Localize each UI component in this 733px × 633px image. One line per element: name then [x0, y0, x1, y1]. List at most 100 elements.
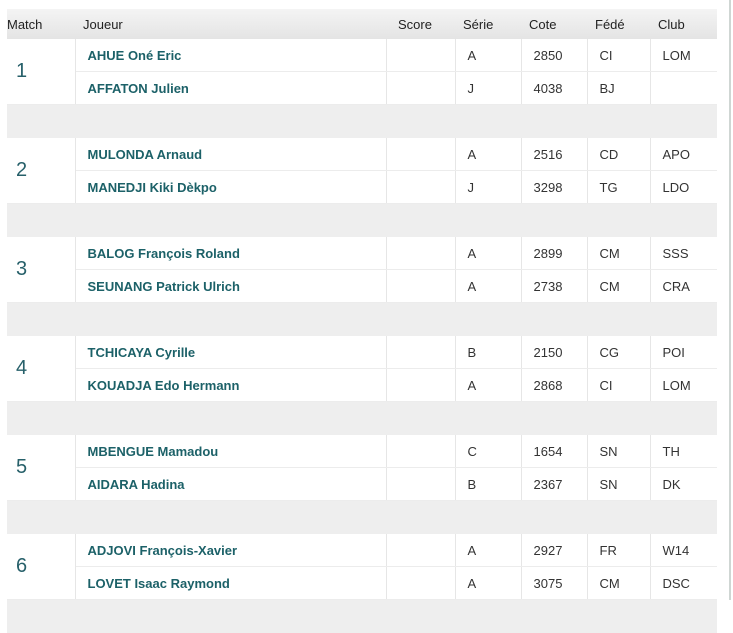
club-cell: SSS: [650, 237, 717, 270]
match-number: 4: [7, 336, 75, 402]
cote-cell: 2738: [521, 270, 587, 303]
serie-cell: A: [455, 270, 521, 303]
score-cell: [386, 72, 455, 105]
serie-cell: A: [455, 39, 521, 72]
cote-cell: 2868: [521, 369, 587, 402]
player-name[interactable]: AIDARA Hadina: [75, 468, 386, 501]
header-fede: Fédé: [587, 9, 650, 39]
score-cell: [386, 468, 455, 501]
club-cell: DK: [650, 468, 717, 501]
club-cell: W14: [650, 534, 717, 567]
pairings-table: Match Joueur Score Série Cote Fédé Club …: [7, 9, 717, 633]
fede-cell: CI: [587, 369, 650, 402]
player-name[interactable]: SEUNANG Patrick Ulrich: [75, 270, 386, 303]
club-cell: LOM: [650, 369, 717, 402]
player-name[interactable]: MULONDA Arnaud: [75, 138, 386, 171]
match-separator: [7, 303, 717, 337]
cote-cell: 2516: [521, 138, 587, 171]
score-cell: [386, 237, 455, 270]
serie-cell: B: [455, 336, 521, 369]
serie-cell: A: [455, 237, 521, 270]
score-cell: [386, 369, 455, 402]
match-separator: [7, 600, 717, 633]
score-cell: [386, 534, 455, 567]
separator-cell: [7, 204, 717, 238]
score-cell: [386, 171, 455, 204]
cote-cell: 2150: [521, 336, 587, 369]
player-name[interactable]: AHUE Oné Eric: [75, 39, 386, 72]
cote-cell: 3298: [521, 171, 587, 204]
club-cell: LDO: [650, 171, 717, 204]
match-number: 6: [7, 534, 75, 600]
club-cell: LOM: [650, 39, 717, 72]
pairings-panel: Match Joueur Score Série Cote Fédé Club …: [7, 9, 717, 633]
fede-cell: SN: [587, 435, 650, 468]
cote-cell: 2899: [521, 237, 587, 270]
fede-cell: CD: [587, 138, 650, 171]
serie-cell: A: [455, 138, 521, 171]
score-cell: [386, 270, 455, 303]
serie-cell: A: [455, 567, 521, 600]
serie-cell: A: [455, 534, 521, 567]
match-number: 3: [7, 237, 75, 303]
player-name[interactable]: TCHICAYA Cyrille: [75, 336, 386, 369]
match-number: 2: [7, 138, 75, 204]
player-name[interactable]: KOUADJA Edo Hermann: [75, 369, 386, 402]
club-cell: POI: [650, 336, 717, 369]
fede-cell: TG: [587, 171, 650, 204]
match-separator: [7, 501, 717, 535]
header-joueur: Joueur: [75, 9, 386, 39]
table-header: Match Joueur Score Série Cote Fédé Club: [7, 9, 717, 39]
serie-cell: B: [455, 468, 521, 501]
header-match: Match: [7, 9, 75, 39]
club-cell: CRA: [650, 270, 717, 303]
player-name[interactable]: MBENGUE Mamadou: [75, 435, 386, 468]
club-cell: APO: [650, 138, 717, 171]
window-edge: [729, 0, 731, 600]
score-cell: [386, 138, 455, 171]
header-club: Club: [650, 9, 717, 39]
match-separator: [7, 204, 717, 238]
separator-cell: [7, 600, 717, 633]
match-number: 5: [7, 435, 75, 501]
fede-cell: SN: [587, 468, 650, 501]
separator-cell: [7, 105, 717, 139]
score-cell: [386, 567, 455, 600]
score-cell: [386, 39, 455, 72]
cote-cell: 1654: [521, 435, 587, 468]
separator-cell: [7, 303, 717, 337]
fede-cell: BJ: [587, 72, 650, 105]
score-cell: [386, 435, 455, 468]
cote-cell: 4038: [521, 72, 587, 105]
player-name[interactable]: AFFATON Julien: [75, 72, 386, 105]
score-cell: [386, 336, 455, 369]
player-name[interactable]: BALOG François Roland: [75, 237, 386, 270]
player-name[interactable]: ADJOVI François-Xavier: [75, 534, 386, 567]
fede-cell: CG: [587, 336, 650, 369]
cote-cell: 2927: [521, 534, 587, 567]
match-separator: [7, 105, 717, 139]
fede-cell: CM: [587, 270, 650, 303]
serie-cell: C: [455, 435, 521, 468]
separator-cell: [7, 402, 717, 436]
header-cote: Cote: [521, 9, 587, 39]
fede-cell: CM: [587, 237, 650, 270]
player-name[interactable]: LOVET Isaac Raymond: [75, 567, 386, 600]
serie-cell: A: [455, 369, 521, 402]
club-cell: [650, 72, 717, 105]
match-separator: [7, 402, 717, 436]
player-name[interactable]: MANEDJI Kiki Dèkpo: [75, 171, 386, 204]
cote-cell: 2850: [521, 39, 587, 72]
